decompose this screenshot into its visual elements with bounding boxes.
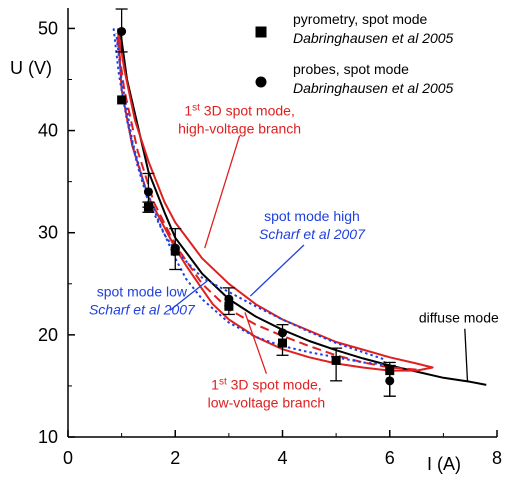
annotation-scharf-high-line: spot mode high <box>264 208 360 224</box>
y-tick-label: 20 <box>38 325 58 345</box>
annotation-diffuse-mode-line: diffuse mode <box>419 310 499 326</box>
annotation-text: low-voltage branch <box>208 395 326 411</box>
x-tick-label: 0 <box>63 448 73 468</box>
legend-marker-square <box>255 26 267 38</box>
data-point-circle <box>117 26 127 36</box>
annotation-scharf-high-line: Scharf et al 2007 <box>259 226 366 242</box>
y-tick-label: 30 <box>38 223 58 243</box>
legend-source: Dabringhausen et al 2005 <box>293 80 454 96</box>
x-tick-label: 8 <box>492 448 502 468</box>
annotation-text: 1 <box>184 103 192 119</box>
annotation-high-voltage-line: high-voltage branch <box>178 121 301 137</box>
annotation-text: 3D spot mode, <box>227 377 322 393</box>
x-tick-label: 4 <box>277 448 287 468</box>
annotation-superscript: st <box>192 102 200 113</box>
annotation-superscript: st <box>219 376 227 387</box>
data-point-circle <box>331 355 341 365</box>
legend-source: Dabringhausen et al 2005 <box>293 30 454 46</box>
annotation-text: spot mode high <box>264 208 360 224</box>
axes: 0 2 4 6 8 10 20 30 40 50 I (A) U (V) <box>10 8 502 474</box>
y-tick-label: 40 <box>38 121 58 141</box>
leader-low-voltage <box>244 312 268 374</box>
y-axis-label: U (V) <box>10 58 52 78</box>
annotations: 1st 3D spot mode,high-voltage branch1st … <box>89 102 499 410</box>
x-axis-label: I (A) <box>427 454 461 474</box>
legend-marker-circle <box>255 76 267 88</box>
leader-high-voltage <box>204 135 241 249</box>
annotation-low-voltage-line: 1st 3D spot mode, <box>211 376 322 393</box>
legend-label: pyrometry, spot mode <box>293 11 428 27</box>
x-tick-label: 6 <box>385 448 395 468</box>
annotation-text: Scharf et al 2007 <box>259 226 366 242</box>
annotation-text: diffuse mode <box>419 310 499 326</box>
annotation-text: high-voltage branch <box>178 121 301 137</box>
annotation-low-voltage-line: low-voltage branch <box>208 395 326 411</box>
y-tick-label: 50 <box>38 18 58 38</box>
data-point-circle <box>278 328 287 338</box>
data-point-square <box>278 338 287 348</box>
data-point-circle <box>143 187 153 197</box>
annotation-text: Scharf et al 2007 <box>89 301 196 317</box>
leader-scharf-high <box>249 244 305 297</box>
data-point-square <box>224 301 234 311</box>
annotation-scharf-low-line: Scharf et al 2007 <box>89 301 196 317</box>
leader-diffuse-mode <box>464 328 469 382</box>
annotation-high-voltage-line: 1st 3D spot mode, <box>184 102 295 119</box>
annotation-text: 3D spot mode, <box>200 103 295 119</box>
annotation-text: 1 <box>211 377 219 393</box>
annotation-scharf-low-line: spot mode low <box>97 283 188 299</box>
y-tick-label: 10 <box>38 427 58 447</box>
data-point-circle <box>170 243 180 253</box>
curve-diffuse <box>119 28 487 386</box>
data-point-circle <box>385 376 395 386</box>
data-point-square <box>117 95 127 105</box>
data-markers <box>115 8 396 397</box>
legend-label: probes, spot mode <box>293 61 409 77</box>
x-tick-label: 2 <box>170 448 180 468</box>
leader-scharf-low <box>169 280 208 311</box>
legend: pyrometry, spot mode Dabringhausen et al … <box>255 11 454 96</box>
data-point-circle <box>224 294 234 304</box>
annotation-text: spot mode low <box>97 283 188 299</box>
